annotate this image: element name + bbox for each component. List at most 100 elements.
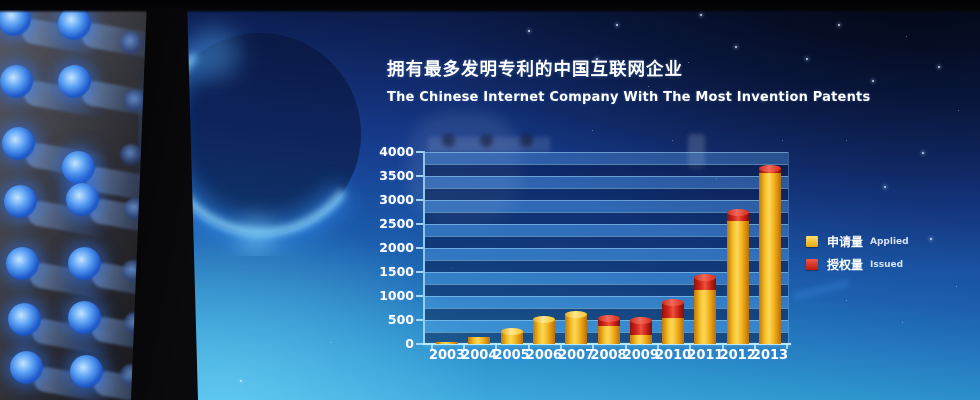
y-tick (416, 271, 423, 273)
issued-segment (629, 317, 652, 335)
bar-2003 (436, 341, 458, 344)
issued-bar-cap (629, 317, 652, 325)
x-tick (721, 345, 724, 349)
grid-line (425, 260, 788, 261)
bar-2012 (726, 208, 749, 344)
applied-segment (500, 327, 523, 344)
x-tick (430, 345, 433, 349)
x-tick (527, 345, 530, 349)
peg-far-end (124, 90, 146, 112)
issued-segment (662, 299, 685, 318)
grid-line (425, 152, 788, 153)
x-tick (624, 345, 627, 349)
x-tick (592, 345, 595, 349)
issued-bar-cap (597, 315, 620, 323)
applied-bar-cap (565, 310, 588, 318)
grid-line (425, 248, 788, 249)
y-tick (416, 223, 423, 225)
bar-2006 (532, 316, 555, 344)
peg-far-end (120, 32, 142, 54)
legend-issued-zh: 授权量 (827, 258, 864, 272)
x-tick (786, 345, 789, 349)
applied-segment (694, 290, 717, 344)
y-tick-label: 2000 (379, 240, 414, 255)
applied-color-swatch-icon (806, 236, 818, 247)
issued-bar-cap (662, 299, 685, 307)
chart-legend: 申请量 Applied 授权量 Issued (806, 233, 909, 279)
issued-bar-cap (726, 208, 749, 216)
peg-glow-tip (6, 247, 39, 280)
grid-line (425, 272, 788, 273)
plot-right-border (788, 152, 789, 344)
peg-glow-tip (8, 303, 41, 336)
bar-2004 (468, 337, 491, 344)
legend-item-issued: 授权量 Issued (806, 256, 909, 273)
grid-line (425, 200, 788, 201)
issued-segment (597, 315, 620, 326)
legend-item-applied: 申请量 Applied (806, 233, 909, 250)
x-tick (689, 345, 692, 349)
applied-segment (565, 310, 588, 344)
peg-glow-tip (4, 185, 37, 218)
applied-segment (759, 173, 781, 344)
peg-glow-tip (62, 151, 95, 184)
x-tick-label: 2007 (558, 348, 595, 363)
x-tick-label: 2006 (525, 348, 562, 363)
bar-2005 (500, 327, 523, 344)
issued-bar-cap (759, 165, 781, 173)
x-axis-line (423, 343, 791, 345)
applied-segment (468, 337, 491, 344)
y-tick-label: 1000 (379, 288, 414, 303)
issued-bar-cap (694, 273, 717, 281)
x-tick-label: 2010 (655, 348, 692, 363)
bar-2007 (565, 310, 588, 344)
bar-2009 (629, 317, 652, 344)
y-tick-label: 500 (387, 312, 414, 327)
x-tick (753, 345, 756, 349)
x-tick (656, 345, 659, 349)
issued-segment (726, 208, 749, 221)
grid-line (425, 284, 788, 285)
peg-glow-tip (10, 351, 43, 384)
y-axis-line (423, 151, 425, 345)
grid-line (425, 188, 788, 189)
y-tick (416, 295, 423, 297)
chart-title-block: 拥有最多发明专利的中国互联网企业 The Chinese Internet Co… (387, 56, 870, 105)
applied-segment (597, 325, 620, 344)
y-tick (416, 199, 423, 201)
peg-glow-tip (68, 247, 101, 280)
y-tick (416, 247, 423, 249)
y-tick-label: 1500 (379, 264, 414, 279)
chart-title-en: The Chinese Internet Company With The Mo… (387, 90, 871, 105)
x-tick (560, 345, 563, 349)
peg-far-end (120, 144, 142, 166)
y-tick (416, 343, 423, 345)
grid-line (425, 308, 788, 309)
x-tick (463, 345, 466, 349)
y-tick (416, 175, 423, 177)
peg-glow-tip (58, 65, 91, 98)
grid-line (425, 212, 788, 213)
y-tick-label: 3500 (379, 168, 414, 183)
peg-glow-tip (66, 183, 99, 216)
x-tick-label: 2004 (461, 348, 498, 363)
applied-bar-cap (500, 327, 523, 335)
y-tick-label: 4000 (379, 144, 414, 159)
x-tick-label: 2005 (493, 348, 530, 363)
y-tick-label: 3000 (379, 192, 414, 207)
y-tick (416, 151, 423, 153)
grid-line (425, 176, 788, 177)
applied-segment (629, 334, 652, 344)
bar-2010 (662, 299, 685, 344)
bar-2011 (694, 273, 717, 344)
issued-segment (694, 273, 717, 291)
applied-segment (726, 220, 749, 344)
legend-applied-en: Applied (870, 236, 909, 247)
x-tick-label: 2003 (428, 348, 466, 363)
applied-segment (532, 316, 555, 344)
x-tick-label: 2008 (590, 348, 627, 363)
applied-segment (436, 341, 458, 344)
legend-applied-zh: 申请量 (827, 235, 864, 249)
